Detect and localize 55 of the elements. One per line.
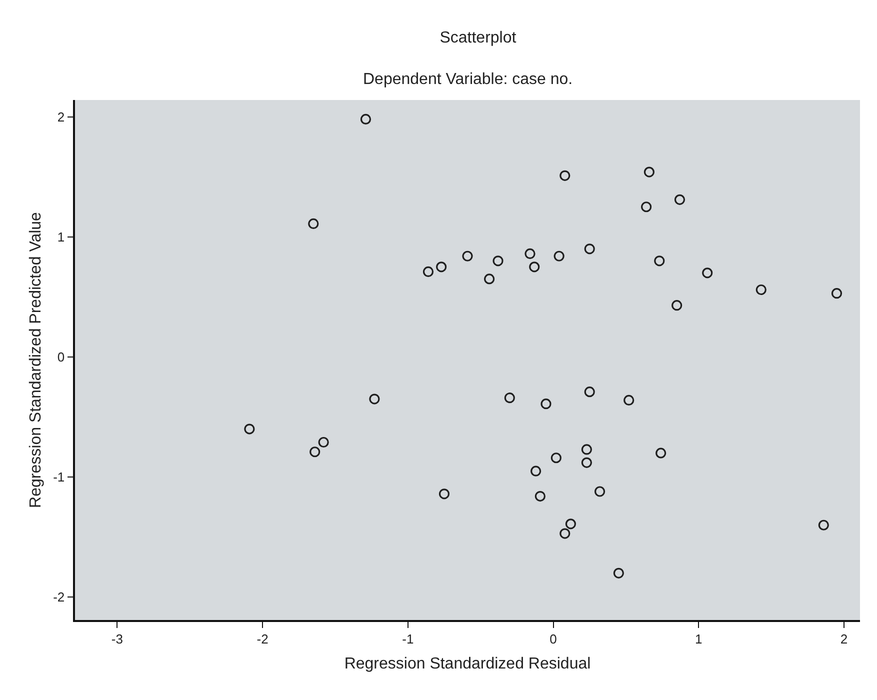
point <box>318 436 329 448</box>
point <box>654 256 665 266</box>
y-tick-label: 0 <box>57 350 65 365</box>
point <box>831 288 842 299</box>
point <box>656 448 666 458</box>
point <box>529 262 540 272</box>
y-tick-label: -2 <box>53 590 65 605</box>
point <box>624 394 634 406</box>
x-tick-label: 0 <box>550 631 557 646</box>
point <box>310 446 320 458</box>
chart-subtitle: Dependent Variable: case no. <box>363 71 573 88</box>
y-tick-label: -1 <box>53 470 65 485</box>
point <box>534 491 546 502</box>
point <box>581 444 592 455</box>
point <box>584 244 595 254</box>
point <box>524 248 536 260</box>
point <box>702 268 713 278</box>
point <box>369 394 380 404</box>
point <box>818 520 829 530</box>
point <box>644 166 655 178</box>
point <box>422 266 434 278</box>
point <box>244 424 255 434</box>
point <box>492 256 504 266</box>
x-tick-label: -1 <box>402 631 414 646</box>
point <box>756 284 766 296</box>
x-tick-label: -2 <box>256 631 268 646</box>
x-axis-title: Regression Standardized Residual <box>344 656 591 673</box>
point <box>581 457 592 468</box>
point <box>560 528 570 539</box>
y-axis-title: Regression Standardized Predicted Value <box>27 212 44 508</box>
point <box>674 194 686 205</box>
point <box>462 250 473 262</box>
point <box>641 202 652 212</box>
y-tick-label: 1 <box>57 229 65 244</box>
point <box>560 170 570 181</box>
x-tick-label: -3 <box>111 631 123 646</box>
point <box>360 114 372 125</box>
point <box>594 486 606 497</box>
point <box>540 398 552 410</box>
point <box>672 300 682 311</box>
point <box>530 466 542 476</box>
point <box>613 568 624 578</box>
point <box>584 386 595 398</box>
point <box>565 518 576 530</box>
point <box>308 218 319 229</box>
point <box>504 392 515 404</box>
x-tick-label: 2 <box>840 631 848 646</box>
x-tick-label: 1 <box>695 631 702 646</box>
chart-title: Scatterplot <box>440 30 517 47</box>
y-tick-label: 2 <box>57 109 65 124</box>
point <box>550 452 562 464</box>
point <box>438 488 450 500</box>
point <box>436 262 447 272</box>
point <box>484 274 495 284</box>
point <box>554 250 564 262</box>
